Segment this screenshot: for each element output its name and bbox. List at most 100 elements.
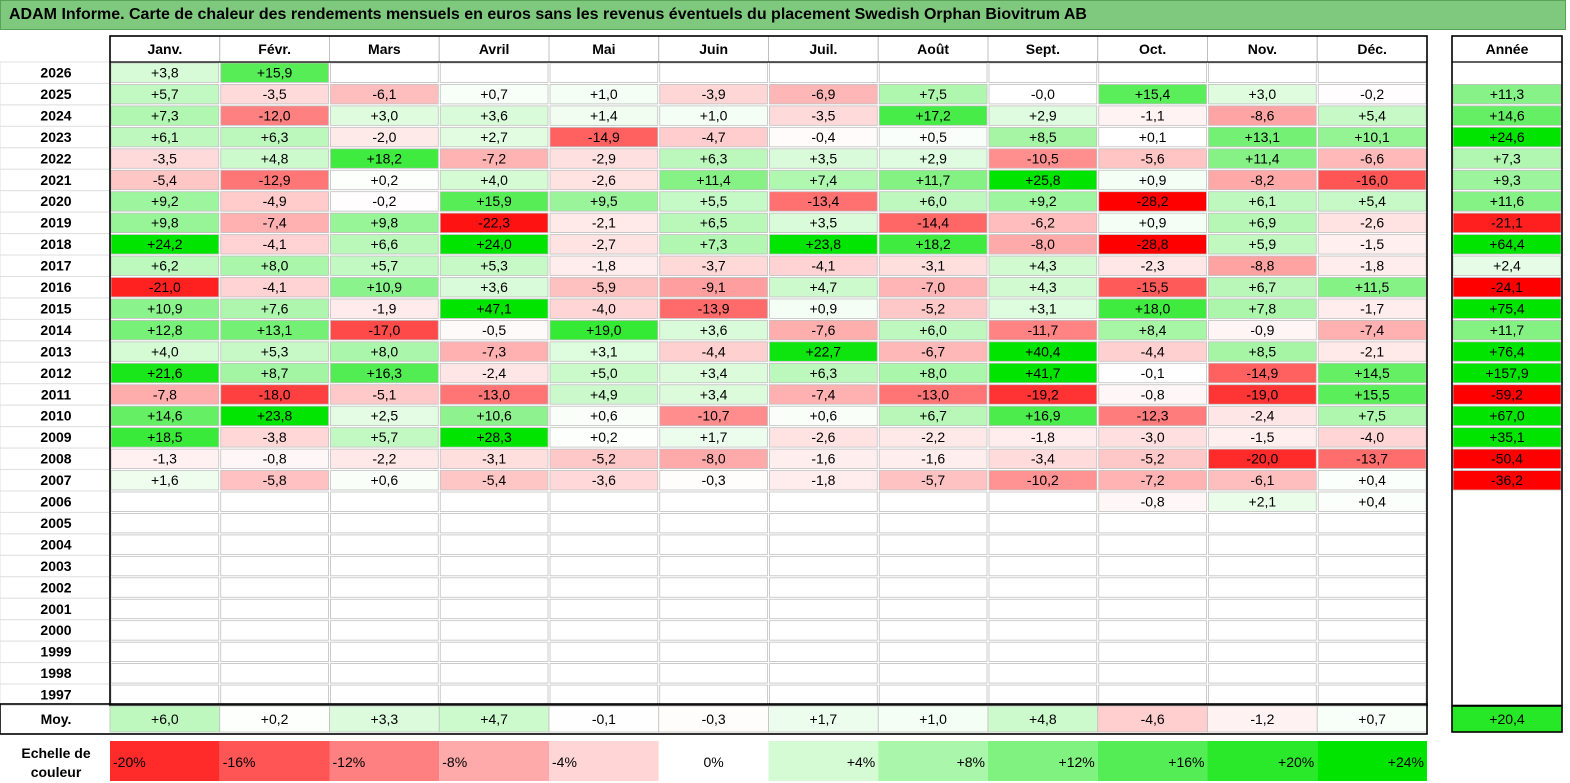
- month-header-cell: [768, 35, 879, 63]
- annual-cell: [1453, 63, 1561, 83]
- heatmap-cell: [878, 277, 988, 298]
- cell-value: -1,5: [1360, 236, 1384, 252]
- month-header: Févr.: [258, 41, 291, 57]
- cell-value: -19,0: [1246, 386, 1278, 402]
- annual-cell: [1452, 169, 1562, 191]
- year-label: 2001: [40, 601, 71, 617]
- cell-value: -8,0: [702, 451, 726, 467]
- heatmap-cell: [330, 212, 439, 233]
- heatmap-cell: [1208, 212, 1317, 233]
- heatmap-cell: [330, 663, 439, 684]
- cell-value: +23,8: [257, 408, 293, 424]
- heatmap-cell: [330, 448, 439, 469]
- annual-cell: [1453, 556, 1561, 576]
- cell-value: -2,6: [811, 429, 835, 445]
- month-header-cell: [548, 35, 660, 63]
- cell-value: -1,7: [1360, 300, 1384, 316]
- heatmap-cell: [769, 491, 878, 512]
- scale-label: 0%: [704, 754, 724, 770]
- cell-value: +2,1: [1249, 494, 1277, 510]
- heatmap-cell: [439, 298, 549, 319]
- year-label: 2016: [40, 279, 71, 295]
- heatmap-cell: [1098, 641, 1207, 663]
- cell-value: +6,5: [700, 215, 728, 231]
- heatmap-cell: [988, 663, 1098, 684]
- heatmap-cell: [549, 448, 659, 469]
- cell-value: -8,2: [1250, 172, 1274, 188]
- cell-value: -3,6: [592, 472, 616, 488]
- heatmap-cell: [878, 448, 988, 469]
- year-label: 2010: [40, 408, 71, 424]
- heatmap-cell: [439, 126, 549, 148]
- cell-value: +22,7: [806, 343, 842, 359]
- heatmap-cell: [769, 84, 878, 105]
- heatmap-cell: [110, 255, 220, 276]
- cell-value: -11,7: [1027, 322, 1058, 338]
- heatmap-cell: [1208, 534, 1317, 555]
- cell-value: +9,8: [151, 215, 179, 231]
- average-value: +1,0: [919, 711, 947, 727]
- heatmap-cell: [988, 684, 1098, 705]
- cell-value: +3,6: [700, 322, 728, 338]
- cell-value: -8,0: [1031, 236, 1055, 252]
- heatmap-cell: [1208, 62, 1317, 83]
- heatmap-cell: [878, 362, 988, 384]
- year-label: 2026: [40, 65, 71, 81]
- cell-value: +3,5: [810, 150, 838, 166]
- heatmap-cell: [110, 684, 220, 705]
- heatmap-cell: [549, 513, 659, 534]
- heatmap-cell: [1208, 84, 1317, 105]
- heatmap-cell: [1208, 362, 1317, 384]
- heatmap-cell: [1317, 448, 1427, 469]
- heatmap-cell: [1208, 384, 1317, 405]
- heatmap-cell: [1208, 341, 1317, 362]
- heatmap-cell: [1208, 577, 1317, 598]
- heatmap-cell: [1098, 663, 1207, 684]
- year-label: 2022: [40, 150, 71, 166]
- cell-value: -12,9: [259, 172, 291, 188]
- cell-value: +1,6: [151, 472, 179, 488]
- heatmap-cell: [330, 555, 439, 577]
- cell-value: -14,9: [1246, 365, 1278, 381]
- cell-value: +6,3: [261, 129, 289, 145]
- heatmap-cell: [1208, 641, 1317, 663]
- scale-swatch: [768, 741, 879, 781]
- year-label: 2021: [40, 172, 71, 188]
- cell-value: +8,0: [371, 343, 399, 359]
- report-title: ADAM Informe. Carte de chaleur des rende…: [0, 0, 1566, 30]
- scale-label: +24%: [1388, 754, 1424, 770]
- heatmap-cell: [439, 362, 549, 384]
- heatmap-cell: [659, 663, 768, 684]
- heatmap-cell: [1098, 448, 1207, 469]
- heatmap-cell: [878, 298, 988, 319]
- cell-value: +5,4: [1358, 193, 1386, 209]
- average-value: -0,1: [592, 711, 616, 727]
- average-cell: [658, 705, 769, 733]
- heatmap-cell: [330, 277, 439, 298]
- heatmap-cell: [878, 148, 988, 169]
- heatmap-cell: [1317, 620, 1427, 641]
- heatmap-cell: [769, 384, 878, 405]
- heatmap-cell: [439, 641, 549, 663]
- heatmap-cell: [1098, 341, 1207, 362]
- heatmap-cell: [769, 598, 878, 620]
- cell-value: -3,7: [702, 258, 726, 274]
- heatmap-cell: [110, 427, 220, 448]
- year-label: 2009: [40, 429, 71, 445]
- heatmap-cell: [1317, 234, 1427, 255]
- scale-label-line2: couleur: [31, 764, 82, 780]
- heatmap-cell: [220, 277, 329, 298]
- cell-value: +9,5: [590, 193, 618, 209]
- heatmap-cell: [1317, 555, 1427, 577]
- heatmap-cell: [1098, 577, 1207, 598]
- heatmap-cell: [878, 663, 988, 684]
- scale-label: -16%: [223, 754, 256, 770]
- heatmap-cell: [1317, 298, 1427, 319]
- heatmap-cell: [330, 298, 439, 319]
- cell-value: +6,7: [1249, 279, 1277, 295]
- heatmap-cell: [439, 491, 549, 512]
- cell-value: -18,0: [259, 386, 291, 402]
- heatmap-cell: [439, 555, 549, 577]
- annual-cell: [1452, 234, 1562, 255]
- heatmap-cell: [769, 341, 878, 362]
